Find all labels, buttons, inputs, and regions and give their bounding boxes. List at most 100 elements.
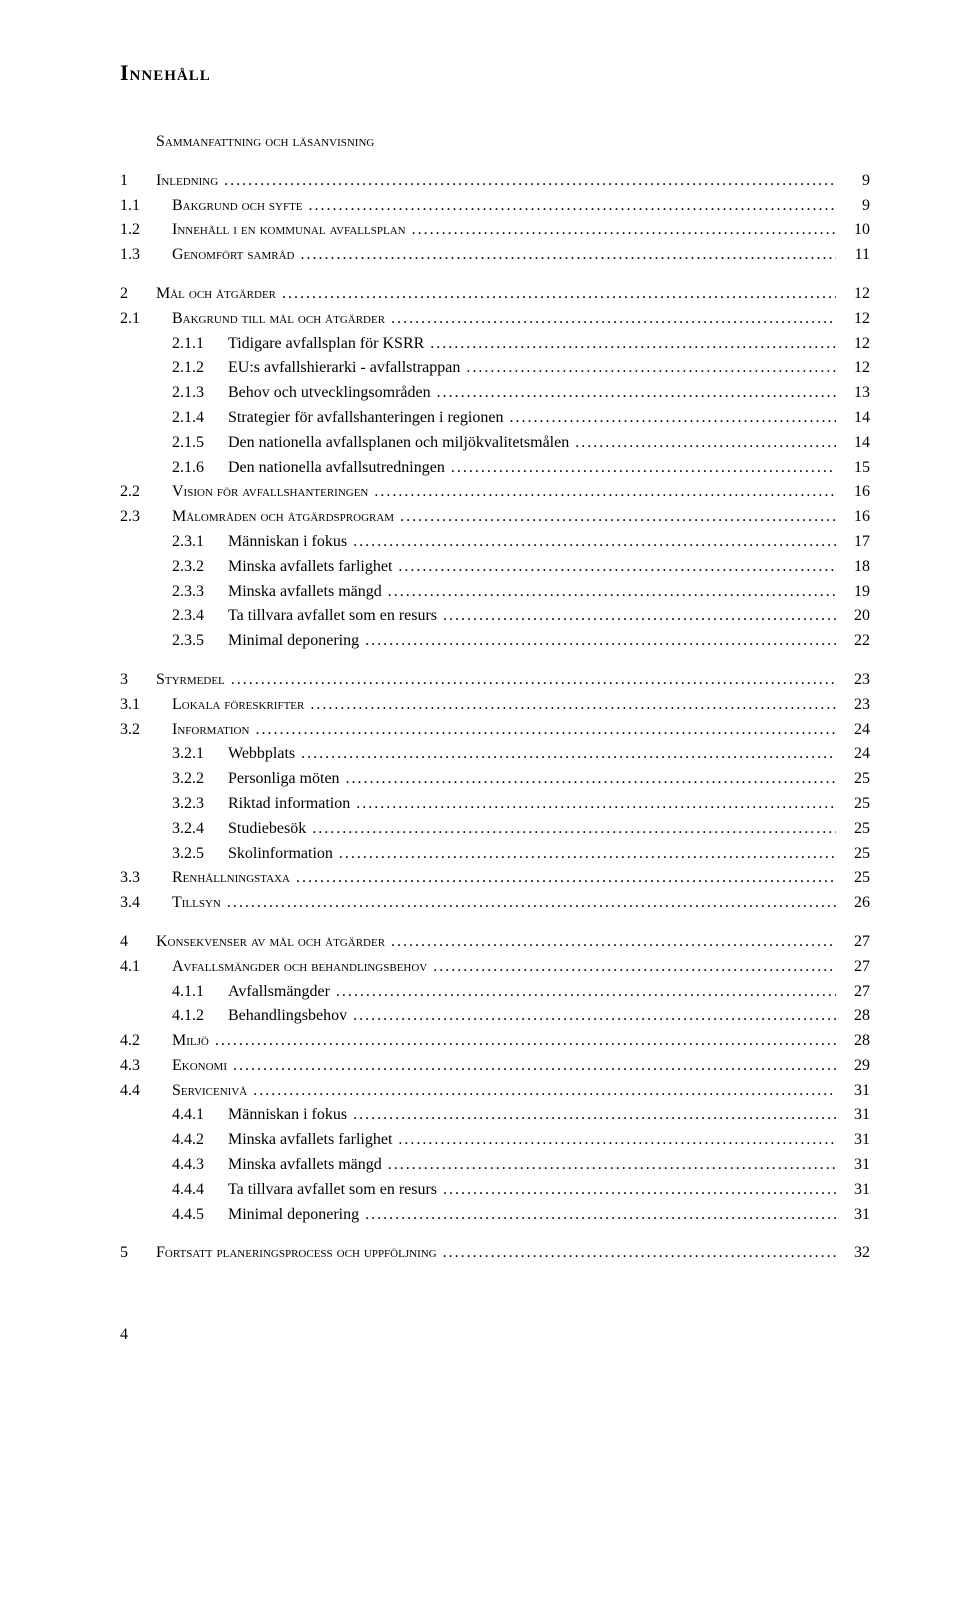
toc-entry-page: 27	[842, 930, 870, 955]
toc-entry-page: 27	[842, 980, 870, 1005]
toc-entry: 4.1.1Avfallsmängder27	[120, 980, 870, 1005]
toc-leader-dots	[437, 381, 836, 406]
toc-leader-dots	[451, 456, 836, 481]
toc-entry: 2.3Målområden och åtgärdsprogram16	[120, 505, 870, 530]
toc-entry: 3.2.4Studiebesök25	[120, 817, 870, 842]
toc-entry-label: Bakgrund till mål och åtgärder	[172, 307, 385, 332]
toc-entry-number: 4	[120, 930, 156, 955]
toc-entry-page: 10	[842, 218, 870, 243]
toc-leader-dots	[224, 169, 836, 194]
toc-leader-dots	[309, 194, 836, 219]
toc-entry-page: 25	[842, 866, 870, 891]
toc-entry-label: Servicenivå	[172, 1079, 247, 1104]
toc-entry-number: 2.1.1	[172, 332, 228, 357]
toc-entry-label: Tidigare avfallsplan för KSRR	[228, 332, 424, 357]
toc-entry-label: Behandlingsbehov	[228, 1004, 347, 1029]
toc-entry-label: Människan i fokus	[228, 530, 347, 555]
toc-leader-dots	[312, 817, 836, 842]
toc-entry: 2.1.2EU:s avfallshierarki - avfallstrapp…	[120, 356, 870, 381]
toc-entry-page: 31	[842, 1153, 870, 1178]
toc-entry-page: 12	[842, 356, 870, 381]
toc-entry-page: 24	[842, 718, 870, 743]
toc-entry-label: Fortsatt planeringsprocess och uppföljni…	[156, 1241, 437, 1266]
toc-entry: 1.2Innehåll i en kommunal avfallsplan10	[120, 218, 870, 243]
toc-entry-label: Renhållningstaxa	[172, 866, 290, 891]
toc-leader-dots	[310, 693, 836, 718]
toc-entry-page: 9	[842, 194, 870, 219]
table-of-contents: Sammanfattning och läsanvisning 1Inlednin…	[120, 130, 870, 1266]
toc-leader-dots	[443, 1178, 836, 1203]
toc-entry-page: 14	[842, 431, 870, 456]
toc-entry-page: 31	[842, 1103, 870, 1128]
toc-leader-dots	[253, 1079, 836, 1104]
toc-leader-dots	[227, 891, 836, 916]
toc-entry: 2.1.5Den nationella avfallsplanen och mi…	[120, 431, 870, 456]
toc-entry-number: 2.1.4	[172, 406, 228, 431]
toc-leader-dots	[443, 1241, 836, 1266]
toc-entry-number: 5	[120, 1241, 156, 1266]
toc-entry: 3.2.1Webbplats24	[120, 742, 870, 767]
toc-entry: 1Inledning9	[120, 169, 870, 194]
toc-entry: 2.3.4Ta tillvara avfallet som en resurs2…	[120, 604, 870, 629]
toc-entry-page: 31	[842, 1079, 870, 1104]
toc-entry-label: Målområden och åtgärdsprogram	[172, 505, 394, 530]
toc-leader-dots	[398, 555, 836, 580]
toc-entry-label: Tillsyn	[172, 891, 221, 916]
toc-entry-page: 13	[842, 381, 870, 406]
toc-entry-number: 4.4.5	[172, 1203, 228, 1228]
toc-entry: 2.2Vision för avfallshanteringen16	[120, 480, 870, 505]
toc-entry-label: Vision för avfallshanteringen	[172, 480, 368, 505]
toc-entry: 2.3.3Minska avfallets mängd19	[120, 580, 870, 605]
toc-entry-label: Konsekvenser av mål och åtgärder	[156, 930, 385, 955]
toc-entry-label: Minska avfallets mängd	[228, 580, 382, 605]
toc-entry: 4Konsekvenser av mål och åtgärder 27	[120, 930, 870, 955]
toc-entry-number: 2.2	[120, 480, 172, 505]
toc-leader-dots	[391, 930, 836, 955]
toc-entry: 3.2Information24	[120, 718, 870, 743]
toc-entry-number: 4.1	[120, 955, 172, 980]
toc-entry-page: 17	[842, 530, 870, 555]
toc-entry-label: Sammanfattning och läsanvisning	[156, 130, 374, 155]
toc-entry: 2.1.6Den nationella avfallsutredningen15	[120, 456, 870, 481]
toc-entry-page: 25	[842, 792, 870, 817]
toc-entry-label: Bakgrund och syfte	[172, 194, 303, 219]
toc-entry-number: 2.1.2	[172, 356, 228, 381]
toc-entry: 4.4Servicenivå31	[120, 1079, 870, 1104]
toc-entry: 3Styrmedel23	[120, 668, 870, 693]
toc-entry-number: 4.4.3	[172, 1153, 228, 1178]
toc-entry-label: Minimal deponering	[228, 1203, 359, 1228]
toc-entry-label: Minska avfallets farlighet	[228, 555, 392, 580]
toc-entry-label: Människan i fokus	[228, 1103, 347, 1128]
toc-entry-label: Ekonomi	[172, 1054, 227, 1079]
toc-entry-page: 18	[842, 555, 870, 580]
toc-entry-number: 2.3.5	[172, 629, 228, 654]
toc-entry: 4.4.3Minska avfallets mängd31	[120, 1153, 870, 1178]
toc-leader-dots	[215, 1029, 836, 1054]
toc-leader-dots	[282, 282, 836, 307]
toc-entry-label: EU:s avfallshierarki - avfallstrappan	[228, 356, 460, 381]
toc-entry-number: 1	[120, 169, 156, 194]
toc-entry: 4.3Ekonomi29	[120, 1054, 870, 1079]
toc-leader-dots	[353, 1103, 836, 1128]
toc-entry-page: 29	[842, 1054, 870, 1079]
toc-entry-number: 2.3.3	[172, 580, 228, 605]
toc-entry: 1.3Genomfört samråd11	[120, 243, 870, 268]
toc-leader-dots	[575, 431, 836, 456]
toc-entry-label: Innehåll i en kommunal avfallsplan	[172, 218, 406, 243]
toc-leader-dots	[301, 742, 836, 767]
toc-entry: 3.2.5Skolinformation25	[120, 842, 870, 867]
toc-leader-dots	[353, 1004, 836, 1029]
toc-leader-dots	[346, 767, 836, 792]
toc-entry: 4.4.4Ta tillvara avfallet som en resurs3…	[120, 1178, 870, 1203]
toc-entry: 2.3.2Minska avfallets farlighet18	[120, 555, 870, 580]
toc-entry-page: 12	[842, 332, 870, 357]
toc-entry-page: 16	[842, 505, 870, 530]
toc-entry-label: Genomfört samråd	[172, 243, 294, 268]
toc-leader-dots	[365, 1203, 836, 1228]
toc-leader-dots	[300, 243, 836, 268]
toc-leader-dots	[398, 1128, 836, 1153]
toc-entry-label: Den nationella avfallsplanen och miljökv…	[228, 431, 569, 456]
toc-entry: 4.4.1Människan i fokus31	[120, 1103, 870, 1128]
toc-leader-dots	[443, 604, 836, 629]
toc-entry-label: Avfallsmängder	[228, 980, 330, 1005]
